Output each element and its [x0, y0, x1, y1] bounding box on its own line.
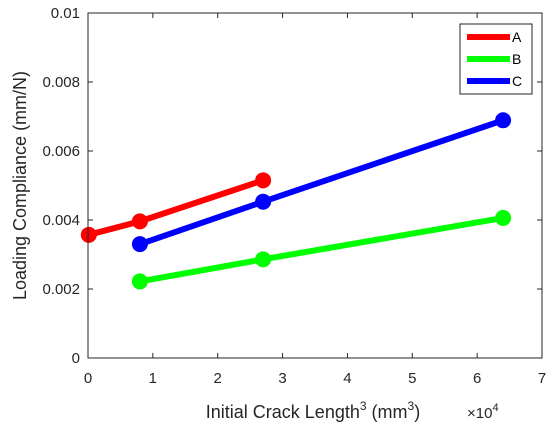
x-tick-label: 5: [408, 370, 416, 387]
x-axis-title-paren-close: ): [414, 402, 420, 422]
data-point-C: [131, 236, 148, 253]
x-tick-label: 4: [343, 370, 351, 387]
y-tick-label: 0.006: [42, 143, 80, 160]
y-tick-label: 0.004: [42, 212, 80, 229]
x-tick-label: 6: [473, 370, 481, 387]
data-point-C: [495, 112, 512, 129]
x-axis-title-sup2: 3: [408, 399, 415, 413]
y-tick-labels: 0 0.002 0.004 0.006 0.008 0.01: [42, 5, 80, 367]
y-tick-label: 0.01: [51, 5, 80, 22]
data-point-A: [80, 226, 97, 243]
legend-label-B: B: [512, 51, 521, 67]
data-point-A: [131, 213, 148, 230]
x-tick-labels: 0 1 2 3 4 5 6 7: [84, 370, 546, 387]
x-axis-title: Initial Crack Length3 (mm3): [206, 399, 420, 422]
y-tick-label: 0.002: [42, 281, 80, 298]
x-tick-label: 2: [214, 370, 222, 387]
x-axis-title-sup1: 3: [360, 399, 367, 413]
plot-frame: [87, 12, 543, 359]
x-multiplier-base: ×10: [467, 405, 492, 422]
x-multiplier-exponent: 4: [492, 402, 498, 414]
x-axis-title-main: Initial Crack Length: [206, 402, 360, 422]
legend: ABC: [459, 23, 533, 95]
y-tick-label: 0.008: [42, 74, 80, 91]
y-axis-title: Loading Compliance (mm/N): [10, 71, 30, 300]
data-point-B: [495, 209, 512, 226]
data-point-C: [255, 193, 272, 210]
x-axis-title-paren-open: (mm: [367, 402, 408, 422]
y-tick-label: 0: [72, 350, 80, 367]
data-point-A: [255, 172, 272, 189]
x-tick-label: 3: [278, 370, 286, 387]
legend-items: ABC: [467, 29, 522, 89]
x-tick-label: 7: [538, 370, 546, 387]
data-point-B: [255, 251, 272, 268]
legend-label-A: A: [512, 29, 522, 45]
x-axis-multiplier: ×104: [467, 402, 499, 422]
x-tick-label: 1: [149, 370, 157, 387]
legend-label-C: C: [512, 73, 522, 89]
x-tick-label: 0: [84, 370, 92, 387]
plot-series: [80, 112, 512, 290]
data-point-B: [131, 273, 148, 290]
